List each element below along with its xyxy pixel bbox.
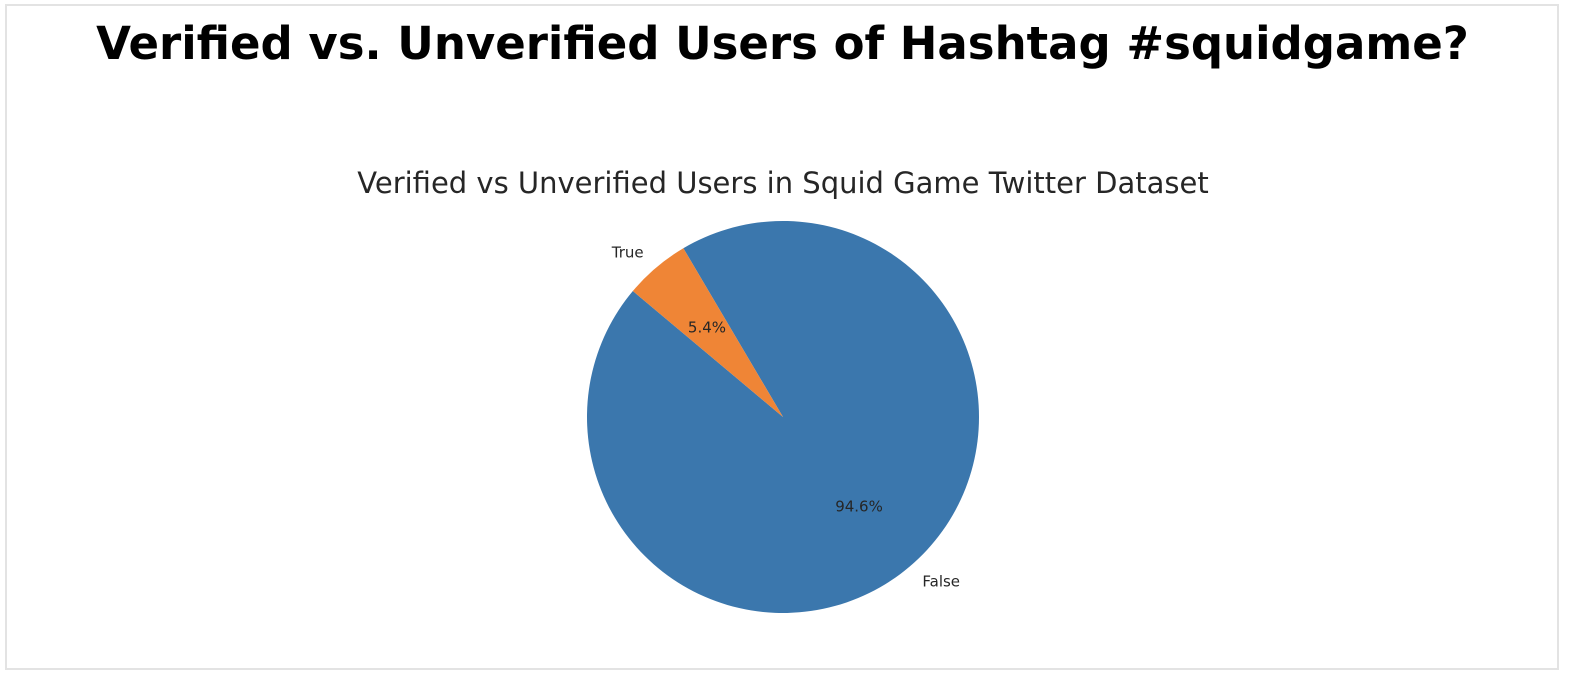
pie-percent-label-true: 5.4%	[688, 318, 726, 336]
pie-slices	[587, 221, 979, 613]
pie-chart: Verified vs Unverified Users in Squid Ga…	[357, 166, 1209, 613]
pie-category-label-true: True	[611, 244, 644, 262]
pie-percent-label-false: 94.6%	[835, 498, 883, 516]
chart-title: Verified vs Unverified Users in Squid Ga…	[357, 166, 1208, 200]
page-title: Verified vs. Unverified Users of Hashtag…	[96, 17, 1469, 70]
pie-labels: 94.6% False 5.4% True	[611, 244, 960, 591]
pie-slice-true	[632, 248, 783, 417]
pie-category-label-false: False	[922, 572, 960, 590]
